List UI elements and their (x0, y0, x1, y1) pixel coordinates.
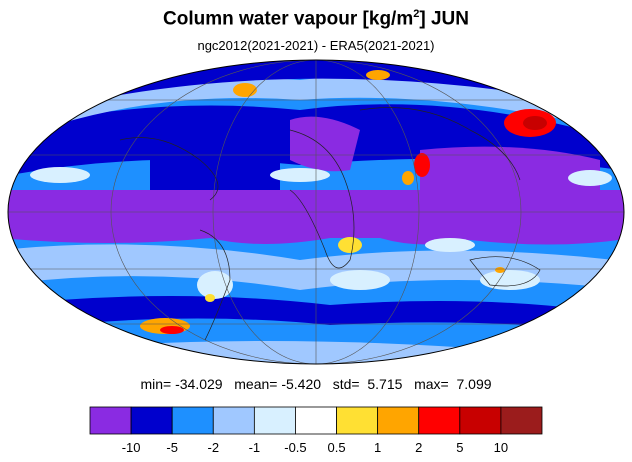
colorbar-tick-label: -0.5 (284, 440, 306, 455)
colorbar-tick-label: -10 (122, 440, 141, 455)
field-patch (30, 167, 90, 183)
stat-min: -34.029 (175, 376, 223, 392)
chart-title: Column water vapour [kg/m2] JUN (163, 8, 469, 30)
anomaly-positive (338, 237, 362, 253)
field-patch (425, 238, 475, 252)
colorbar-swatch (500, 406, 543, 435)
field-patch (40, 76, 590, 130)
anomaly-positive (160, 326, 184, 334)
anomaly-positive (205, 294, 215, 302)
anomaly-positive (414, 153, 430, 177)
field-patch (60, 296, 590, 330)
colorbar-swatch (212, 406, 255, 435)
anomaly-positive (366, 70, 390, 80)
colorbar-tick-label: 5 (456, 440, 463, 455)
colorbar-tick-label: 2 (415, 440, 422, 455)
stat-max: 7.099 (456, 376, 492, 392)
chart-subtitle: ngc2012(2021-2021) - ERA5(2021-2021) (197, 38, 435, 53)
field-patch (330, 270, 390, 290)
stat-std: 5.715 (367, 376, 403, 392)
field-patch (197, 271, 233, 299)
stat-mean-label: mean= (234, 376, 278, 392)
coastlines (119, 107, 541, 341)
colorbar-swatch (418, 406, 461, 435)
colorbar-swatch (171, 406, 214, 435)
colorbar-swatch (253, 406, 296, 435)
colorbar-tick-label: -1 (249, 440, 261, 455)
colorbar-tick-label: -2 (207, 440, 219, 455)
colorbar-swatch (295, 406, 337, 435)
field-patch (568, 170, 612, 186)
field-patch (150, 146, 280, 190)
colorbar-tick-label: -5 (166, 440, 178, 455)
colorbar-tick-label: 1 (374, 440, 381, 455)
field-patch (420, 146, 600, 190)
statistics-line: min= -34.029 mean= -5.420 std= 5.715 max… (0, 376, 632, 392)
stat-max-label: max= (414, 376, 449, 392)
stat-std-label: std= (332, 376, 360, 392)
colorbar-tick-label: 0.5 (328, 440, 346, 455)
field-patch (270, 168, 330, 182)
anomaly-positive (495, 267, 505, 273)
colorbar-swatch (377, 406, 420, 435)
field-patch (480, 270, 540, 290)
map-border (7, 59, 625, 365)
stat-min-label: min= (140, 376, 172, 392)
colorbar-swatch (89, 406, 132, 435)
colorbar-swatch (336, 406, 379, 435)
anomaly-positive (402, 171, 414, 185)
colorbar-swatch (130, 406, 173, 435)
anomaly-positive (233, 83, 257, 97)
anomaly-positive (523, 116, 547, 130)
stat-mean: -5.420 (281, 376, 322, 392)
colorbar-swatch (459, 406, 502, 435)
colorbar-tick-label: 10 (494, 440, 508, 455)
field-patch (120, 340, 500, 364)
field-patch (290, 116, 360, 172)
